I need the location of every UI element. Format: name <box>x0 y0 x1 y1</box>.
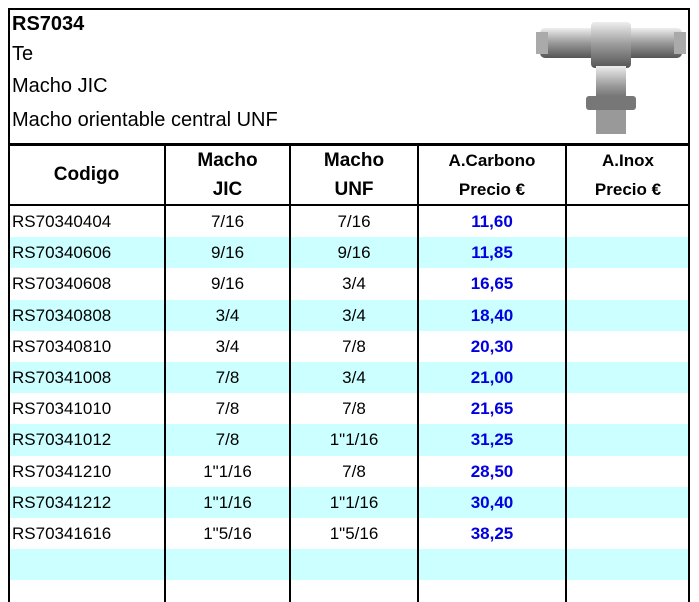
cell: 7/8 <box>290 331 418 362</box>
header-text: A.Inox <box>566 146 690 175</box>
border <box>8 8 690 10</box>
cell: RS70340810 <box>8 331 165 362</box>
cell: RS70340404 <box>8 206 165 237</box>
header-line: Te <box>12 38 33 70</box>
cell: 1"5/16 <box>290 518 418 549</box>
cell: 1"1/16 <box>290 424 418 455</box>
cell: RS70341616 <box>8 518 165 549</box>
price: 31,25 <box>418 424 566 455</box>
header-text: Precio € <box>418 175 566 204</box>
column-line <box>164 143 166 602</box>
cell: 7/8 <box>165 362 290 393</box>
cell: RS70341008 <box>8 362 165 393</box>
cell: RS70341210 <box>8 456 165 487</box>
cell: 1"1/16 <box>165 487 290 518</box>
cell: 7/8 <box>165 393 290 424</box>
column-line <box>565 143 567 602</box>
page: RS7034TeMacho JICMacho orientable centra… <box>0 0 699 602</box>
cell: 9/16 <box>165 268 290 299</box>
price: 16,65 <box>418 268 566 299</box>
cell: 9/16 <box>290 237 418 268</box>
cell: 1"1/16 <box>290 487 418 518</box>
cell: 7/16 <box>290 206 418 237</box>
cell: 9/16 <box>165 237 290 268</box>
price: 30,40 <box>418 487 566 518</box>
price: 11,60 <box>418 206 566 237</box>
cell: RS70341212 <box>8 487 165 518</box>
column-line <box>417 143 419 602</box>
cell: 1"1/16 <box>165 456 290 487</box>
header-text: Macho <box>290 146 418 175</box>
cell: RS70341012 <box>8 424 165 455</box>
border <box>8 204 690 206</box>
column-header: Codigo <box>8 143 165 206</box>
cell: 3/4 <box>290 300 418 331</box>
row-band <box>8 549 690 580</box>
product-image <box>536 16 686 136</box>
price: 11,85 <box>418 237 566 268</box>
cell: RS70340608 <box>8 268 165 299</box>
header-text: UNF <box>290 175 418 204</box>
cell: RS70340808 <box>8 300 165 331</box>
header-text: A.Carbono <box>418 146 566 175</box>
cell: 3/4 <box>290 362 418 393</box>
price: 18,40 <box>418 300 566 331</box>
border <box>8 8 10 602</box>
header-text: Codigo <box>8 160 165 189</box>
header-line: Macho JIC <box>12 70 108 102</box>
cell: 7/8 <box>165 424 290 455</box>
cell: 3/4 <box>165 331 290 362</box>
border <box>8 143 690 146</box>
cell: 7/16 <box>165 206 290 237</box>
header-text: Macho <box>165 146 290 175</box>
cell: 7/8 <box>290 456 418 487</box>
price: 38,25 <box>418 518 566 549</box>
price: 21,00 <box>418 362 566 393</box>
price: 20,30 <box>418 331 566 362</box>
border <box>688 8 690 602</box>
header-text: Precio € <box>566 175 690 204</box>
header-text: JIC <box>165 175 290 204</box>
price: 28,50 <box>418 456 566 487</box>
cell: 3/4 <box>165 300 290 331</box>
header-line: Macho orientable central UNF <box>12 104 278 136</box>
column-line <box>289 143 291 602</box>
cell: 7/8 <box>290 393 418 424</box>
cell: RS70340606 <box>8 237 165 268</box>
cell: 3/4 <box>290 268 418 299</box>
price: 21,65 <box>418 393 566 424</box>
product-code: RS7034 <box>12 8 84 40</box>
cell: RS70341010 <box>8 393 165 424</box>
cell: 1"5/16 <box>165 518 290 549</box>
